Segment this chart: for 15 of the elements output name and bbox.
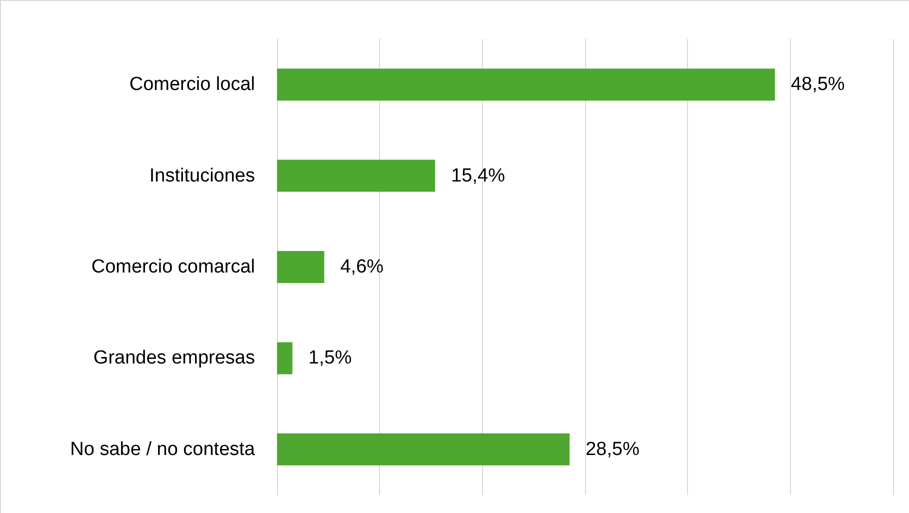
y-tick-label: Comercio comarcal	[91, 256, 255, 278]
bar	[277, 160, 436, 192]
bar	[277, 342, 292, 374]
data-label: 28,5%	[586, 438, 640, 460]
y-tick-label: No sabe / no contesta	[70, 438, 256, 460]
bar	[277, 433, 570, 466]
bar	[277, 251, 324, 283]
y-tick-label: Instituciones	[149, 165, 255, 186]
data-label: 4,6%	[340, 256, 384, 278]
bar	[277, 68, 775, 101]
data-label: 48,5%	[790, 74, 845, 96]
data-label: 1,5%	[308, 348, 352, 369]
data-label: 15,4%	[451, 165, 506, 186]
y-tick-label: Comercio local	[129, 74, 255, 96]
y-tick-label: Grandes empresas	[93, 348, 255, 369]
